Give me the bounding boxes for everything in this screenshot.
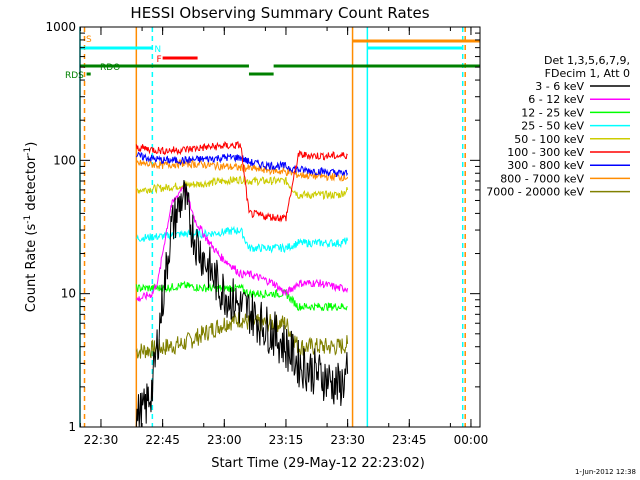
flag-label-rds: RDS xyxy=(65,71,84,81)
flag-label-rdo: RDO xyxy=(100,63,120,73)
legend-header-1: Det 1,3,5,6,7,9, xyxy=(544,54,630,67)
vertical-markers xyxy=(79,27,466,427)
legend-label-5: 100 - 300 keV xyxy=(507,146,584,159)
y-axis-label-end: ) xyxy=(24,142,39,147)
series-line-5 xyxy=(135,141,348,223)
series-line-2 xyxy=(135,280,348,312)
y-tick-label-2: 100 xyxy=(53,153,76,167)
legend-label-3: 25 - 50 keV xyxy=(521,120,584,133)
flag-label-s: S xyxy=(86,35,92,45)
legend-label-1: 6 - 12 keV xyxy=(528,93,584,106)
flag-label-f: F xyxy=(156,55,161,65)
legend-label-2: 12 - 25 keV xyxy=(521,106,584,119)
legend-header-2: FDecim 1, Att 0 xyxy=(545,67,630,80)
timestamp: 1-Jun-2012 12:38 xyxy=(575,468,636,476)
legend-label-0: 3 - 6 keV xyxy=(535,80,584,93)
flag-bars: S NF RDO RDS xyxy=(65,35,480,81)
y-tick-label-1: 10 xyxy=(61,287,76,301)
series-line-1 xyxy=(135,184,349,302)
x-tick-label-1: 22:45 xyxy=(145,433,180,447)
x-tick-label-5: 23:45 xyxy=(392,433,427,447)
legend-label-7: 800 - 7000 keV xyxy=(500,172,584,185)
y-axis-label-sup1: -1 xyxy=(23,215,33,224)
x-tick-label-6: 00:00 xyxy=(454,433,489,447)
y-axis-label-mid: detector xyxy=(24,155,39,215)
legend-label-4: 50 - 100 keV xyxy=(514,133,584,146)
chart-title: HESSI Observing Summary Count Rates xyxy=(130,4,429,22)
x-tick-label-4: 23:30 xyxy=(330,433,365,447)
legend-label-8: 7000 - 20000 keV xyxy=(486,186,584,199)
series-line-4 xyxy=(135,175,349,201)
series-line-8 xyxy=(135,312,349,359)
y-tick-label-0: 1 xyxy=(68,420,76,434)
y-tick-label-3: 1000 xyxy=(45,20,76,34)
x-axis: 22:30 22:45 23:00 23:15 23:30 23:45 00:00 xyxy=(79,27,489,447)
plot-frame xyxy=(79,26,481,428)
x-tick-label-0: 22:30 xyxy=(84,433,119,447)
series-line-0 xyxy=(135,179,349,428)
y-axis: 1 10 100 1000 xyxy=(45,20,480,434)
y-axis-label-main: Count Rate (s xyxy=(24,224,39,313)
y-axis-label-sup2: -1 xyxy=(23,147,33,156)
flag-label-n: N xyxy=(154,45,161,55)
series-line-3 xyxy=(136,225,349,254)
series-layer xyxy=(135,141,349,428)
legend-label-6: 300 - 800 keV xyxy=(507,159,584,172)
x-tick-label-3: 23:15 xyxy=(269,433,304,447)
x-axis-label: Start Time (29-May-12 22:23:02) xyxy=(211,456,425,471)
y-axis-label: Count Rate (s-1 detector-1) xyxy=(23,142,39,313)
x-tick-label-2: 23:00 xyxy=(207,433,242,447)
